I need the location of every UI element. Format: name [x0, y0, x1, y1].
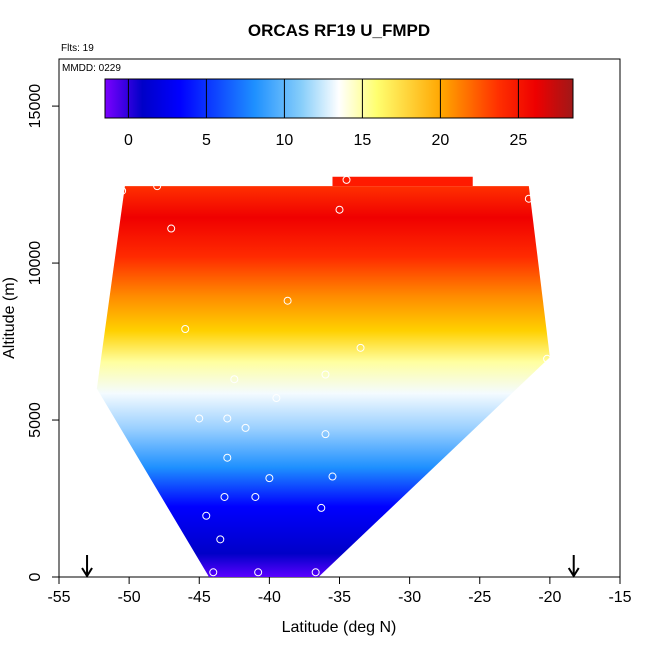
- x-tick-label: -30: [398, 589, 421, 606]
- y-tick-label: 15000: [27, 84, 44, 129]
- sample-point: [230, 375, 239, 384]
- sample-point: [335, 205, 344, 214]
- colorbar-tick-label: 25: [510, 132, 528, 149]
- sample-point: [118, 186, 127, 195]
- x-tick-label: -55: [47, 589, 70, 606]
- mmdd-label: MMDD: 0229: [62, 63, 121, 74]
- sample-point: [311, 568, 320, 577]
- flights-label: Flts: 19: [61, 43, 94, 54]
- sample-point: [153, 182, 162, 191]
- sample-point: [265, 474, 274, 483]
- sample-point: [543, 354, 552, 363]
- heatmap-top-cap: [332, 176, 473, 187]
- sample-point: [272, 394, 281, 403]
- sample-points: [118, 175, 552, 577]
- sample-point: [321, 430, 330, 439]
- sample-point: [241, 423, 250, 432]
- colorbar: 0 5 10 15 20 25: [104, 78, 574, 149]
- x-tick-label: -45: [188, 589, 211, 606]
- colorbar-tick-label: 10: [276, 132, 294, 149]
- x-tick-label: -15: [608, 589, 631, 606]
- x-tick-label: -20: [538, 589, 561, 606]
- x-tick-label: -35: [328, 589, 351, 606]
- x-axis: -55 -50 -45 -40 -35 -30 -25 -20 -15: [47, 577, 632, 606]
- sample-point: [220, 492, 229, 501]
- colorbar-gradient: [104, 78, 574, 119]
- sample-point: [202, 511, 211, 520]
- sample-point: [181, 324, 190, 333]
- sample-point: [209, 568, 218, 577]
- arrow-marker: [567, 555, 580, 578]
- y-axis: 0 5000 10000 15000: [27, 84, 59, 581]
- colorbar-tick-label: 0: [124, 132, 133, 149]
- sample-point: [356, 343, 365, 352]
- sample-point: [223, 453, 232, 462]
- y-tick-label: 0: [27, 572, 44, 581]
- sample-point: [342, 175, 351, 184]
- sample-point: [317, 503, 326, 512]
- x-tick-label: -40: [258, 589, 281, 606]
- colorbar-tick-label: 15: [354, 132, 372, 149]
- arrow-marker: [81, 555, 93, 578]
- x-tick-label: -50: [118, 589, 141, 606]
- sample-point: [223, 414, 232, 423]
- end-markers: [81, 555, 580, 578]
- sample-point: [524, 194, 533, 203]
- sample-point: [195, 414, 204, 423]
- chart-title: ORCAS RF19 U_FMPD: [248, 21, 430, 40]
- sample-point: [321, 370, 330, 379]
- heatmap: [96, 176, 550, 577]
- heatmap-field: [96, 186, 550, 577]
- y-tick-label: 10000: [27, 241, 44, 286]
- y-tick-label: 5000: [27, 402, 44, 438]
- x-tick-label: -25: [468, 589, 491, 606]
- colorbar-tick-label: 20: [432, 132, 450, 149]
- sample-point: [254, 568, 263, 577]
- sample-point: [251, 492, 260, 501]
- sample-point: [216, 535, 225, 544]
- y-axis-label: Altitude (m): [1, 277, 18, 359]
- sample-point: [283, 296, 292, 305]
- sample-point: [328, 472, 337, 481]
- colorbar-ticks: 0 5 10 15 20 25: [124, 79, 527, 149]
- x-axis-label: Latitude (deg N): [282, 619, 397, 636]
- colorbar-tick-label: 5: [202, 132, 211, 149]
- sample-point: [167, 224, 176, 233]
